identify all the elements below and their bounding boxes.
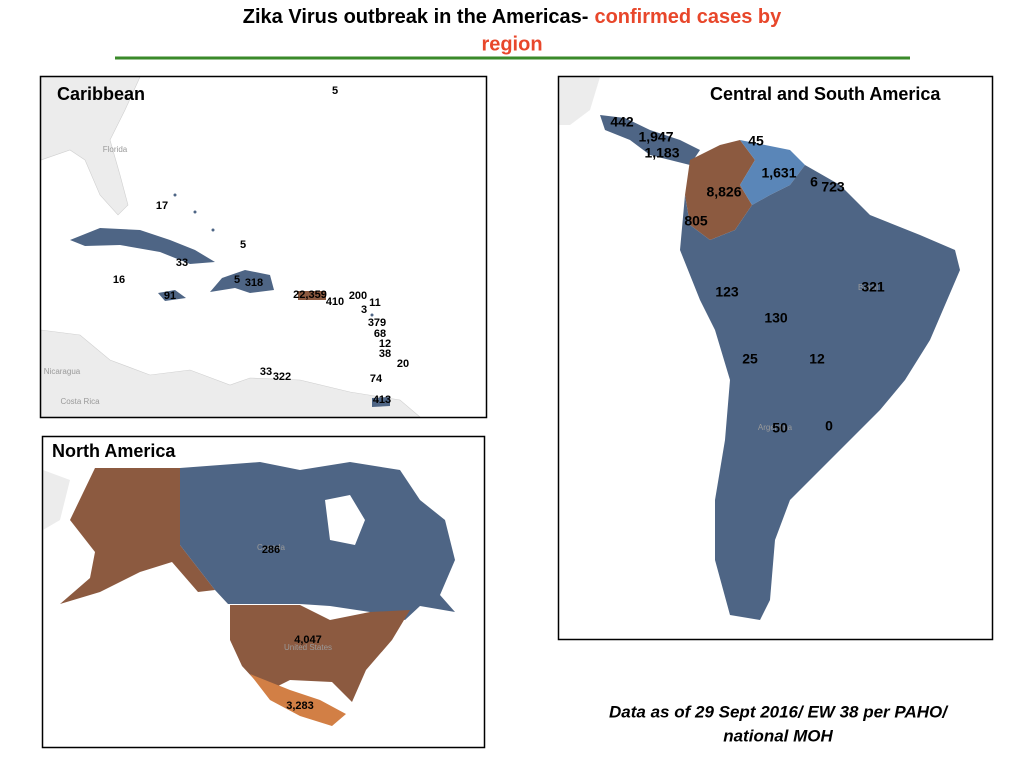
case-count-label: 723: [821, 179, 845, 195]
case-count-label: 68: [374, 328, 386, 340]
panel-title: Central and South America: [710, 84, 941, 104]
case-count-label: 5: [332, 85, 338, 97]
title-highlight: confirmed cases by: [594, 6, 782, 28]
panel-title: North America: [52, 441, 176, 461]
case-count-label: 322: [273, 371, 291, 383]
case-count-label: 0: [825, 418, 833, 434]
case-count-label: 25: [742, 351, 758, 367]
case-count-label: 50: [772, 420, 788, 436]
case-count-label: 33: [260, 366, 272, 378]
case-count-label: 16: [113, 274, 125, 286]
case-count-label: 3: [361, 304, 367, 316]
basemap-label: Costa Rica: [60, 397, 100, 406]
case-count-label: 33: [176, 257, 188, 269]
case-count-label: 200: [349, 290, 367, 302]
basemap-label: Florida: [103, 145, 128, 154]
case-count-label: 318: [245, 277, 263, 289]
case-count-label: 6: [810, 174, 818, 190]
case-count-label: 45: [748, 133, 764, 149]
case-count-label: 1,631: [761, 165, 796, 181]
title-main: Zika Virus outbreak in the Americas-: [243, 6, 589, 28]
case-count-label: 12: [379, 338, 391, 350]
basemap-label: Argentina: [758, 423, 793, 432]
panel-title: Caribbean: [57, 84, 145, 104]
case-count-label: 20: [397, 358, 409, 370]
case-count-label: 379: [368, 317, 386, 329]
south-america-frame: [557, 75, 994, 641]
basemap-label: United States: [284, 643, 332, 652]
case-count-label: 91: [164, 290, 176, 302]
case-count-label: 22,359: [293, 289, 327, 301]
basemap-label: Brazil: [858, 283, 878, 292]
case-count-label: 3,283: [286, 700, 314, 712]
case-count-label: 38: [379, 348, 391, 360]
south-america-map: [559, 77, 992, 639]
case-count-label: 8,826: [706, 184, 741, 200]
basemap-label: Canada: [257, 543, 286, 552]
title: Zika Virus outbreak in the Americas-conf…: [243, 6, 782, 28]
case-count-label: 286: [262, 544, 280, 556]
footnote: Data as of 29 Sept 2016/ EW 38 per PAHO/: [609, 702, 949, 721]
north-america-map: [43, 437, 484, 747]
case-count-label: 5: [234, 274, 240, 286]
case-count-label: 11: [369, 297, 381, 309]
caribbean-map: [41, 77, 486, 417]
case-count-label: 123: [715, 284, 739, 300]
case-count-label: 1,947: [638, 129, 673, 145]
case-count-label: 321: [861, 279, 885, 295]
case-count-label: 805: [684, 213, 708, 229]
footnote: national MOH: [723, 726, 833, 745]
case-count-label: 413: [373, 394, 391, 406]
caribbean-frame: [39, 75, 488, 419]
case-count-label: 12: [809, 351, 825, 367]
case-count-label: 410: [326, 296, 344, 308]
case-count-label: 130: [764, 310, 788, 326]
case-count-label: 442: [610, 114, 634, 130]
basemap-label: Nicaragua: [44, 367, 81, 376]
case-count-label: 5: [240, 239, 246, 251]
case-count-label: 17: [156, 200, 168, 212]
case-count-label: 4,047: [294, 634, 322, 646]
case-count-label: 74: [370, 373, 383, 385]
north-america-frame: [41, 435, 486, 749]
case-count-label: 1,183: [644, 145, 679, 161]
title-highlight: region: [481, 33, 542, 55]
